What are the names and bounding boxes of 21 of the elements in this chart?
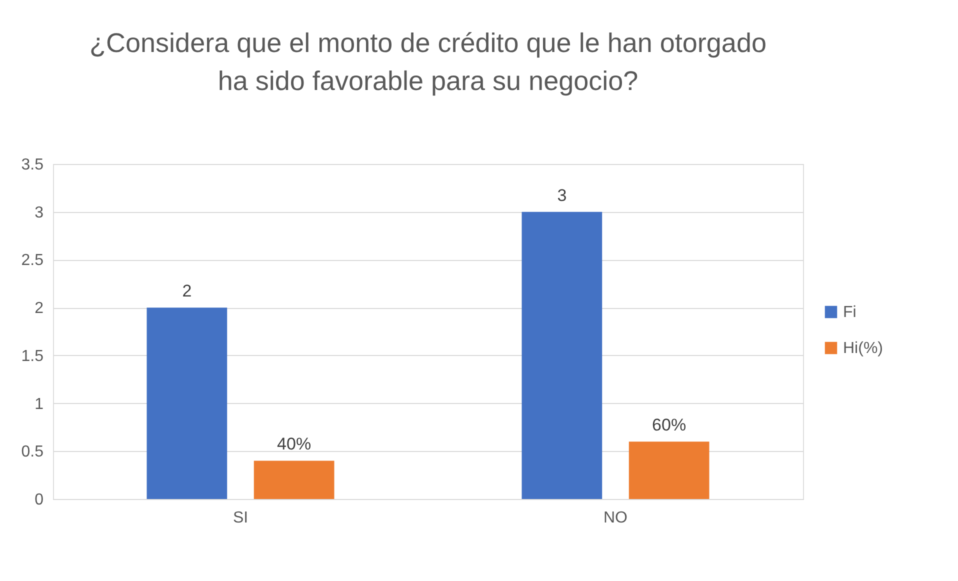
legend-label: Fi bbox=[843, 304, 856, 321]
y-tick-label: 3 bbox=[34, 204, 44, 222]
y-tick-label: 3.5 bbox=[21, 156, 44, 174]
y-tick-label: 0 bbox=[34, 492, 44, 508]
data-label: 2 bbox=[182, 282, 192, 301]
y-tick-label: 2.5 bbox=[21, 252, 44, 270]
chart-title: ¿Considera que el monto de crédito que le han otorgado ha sido favorable para su negocio? bbox=[90, 28, 766, 96]
bar bbox=[254, 460, 334, 499]
y-tick-label: 0.5 bbox=[21, 444, 44, 461]
y-tick-label: 1.5 bbox=[21, 348, 44, 365]
data-label: 40% bbox=[277, 434, 312, 454]
data-label: 60% bbox=[652, 416, 686, 435]
bar bbox=[628, 442, 710, 499]
bar bbox=[522, 212, 602, 499]
y-tick-label: 2 bbox=[34, 300, 44, 318]
x-tick-label: SI bbox=[232, 510, 248, 526]
y-tick-label: 1 bbox=[34, 396, 44, 413]
bar bbox=[146, 308, 228, 499]
data-label: 3 bbox=[557, 186, 567, 205]
legend-label: Hi(%) bbox=[843, 340, 883, 357]
x-tick-label: NO bbox=[604, 510, 628, 526]
